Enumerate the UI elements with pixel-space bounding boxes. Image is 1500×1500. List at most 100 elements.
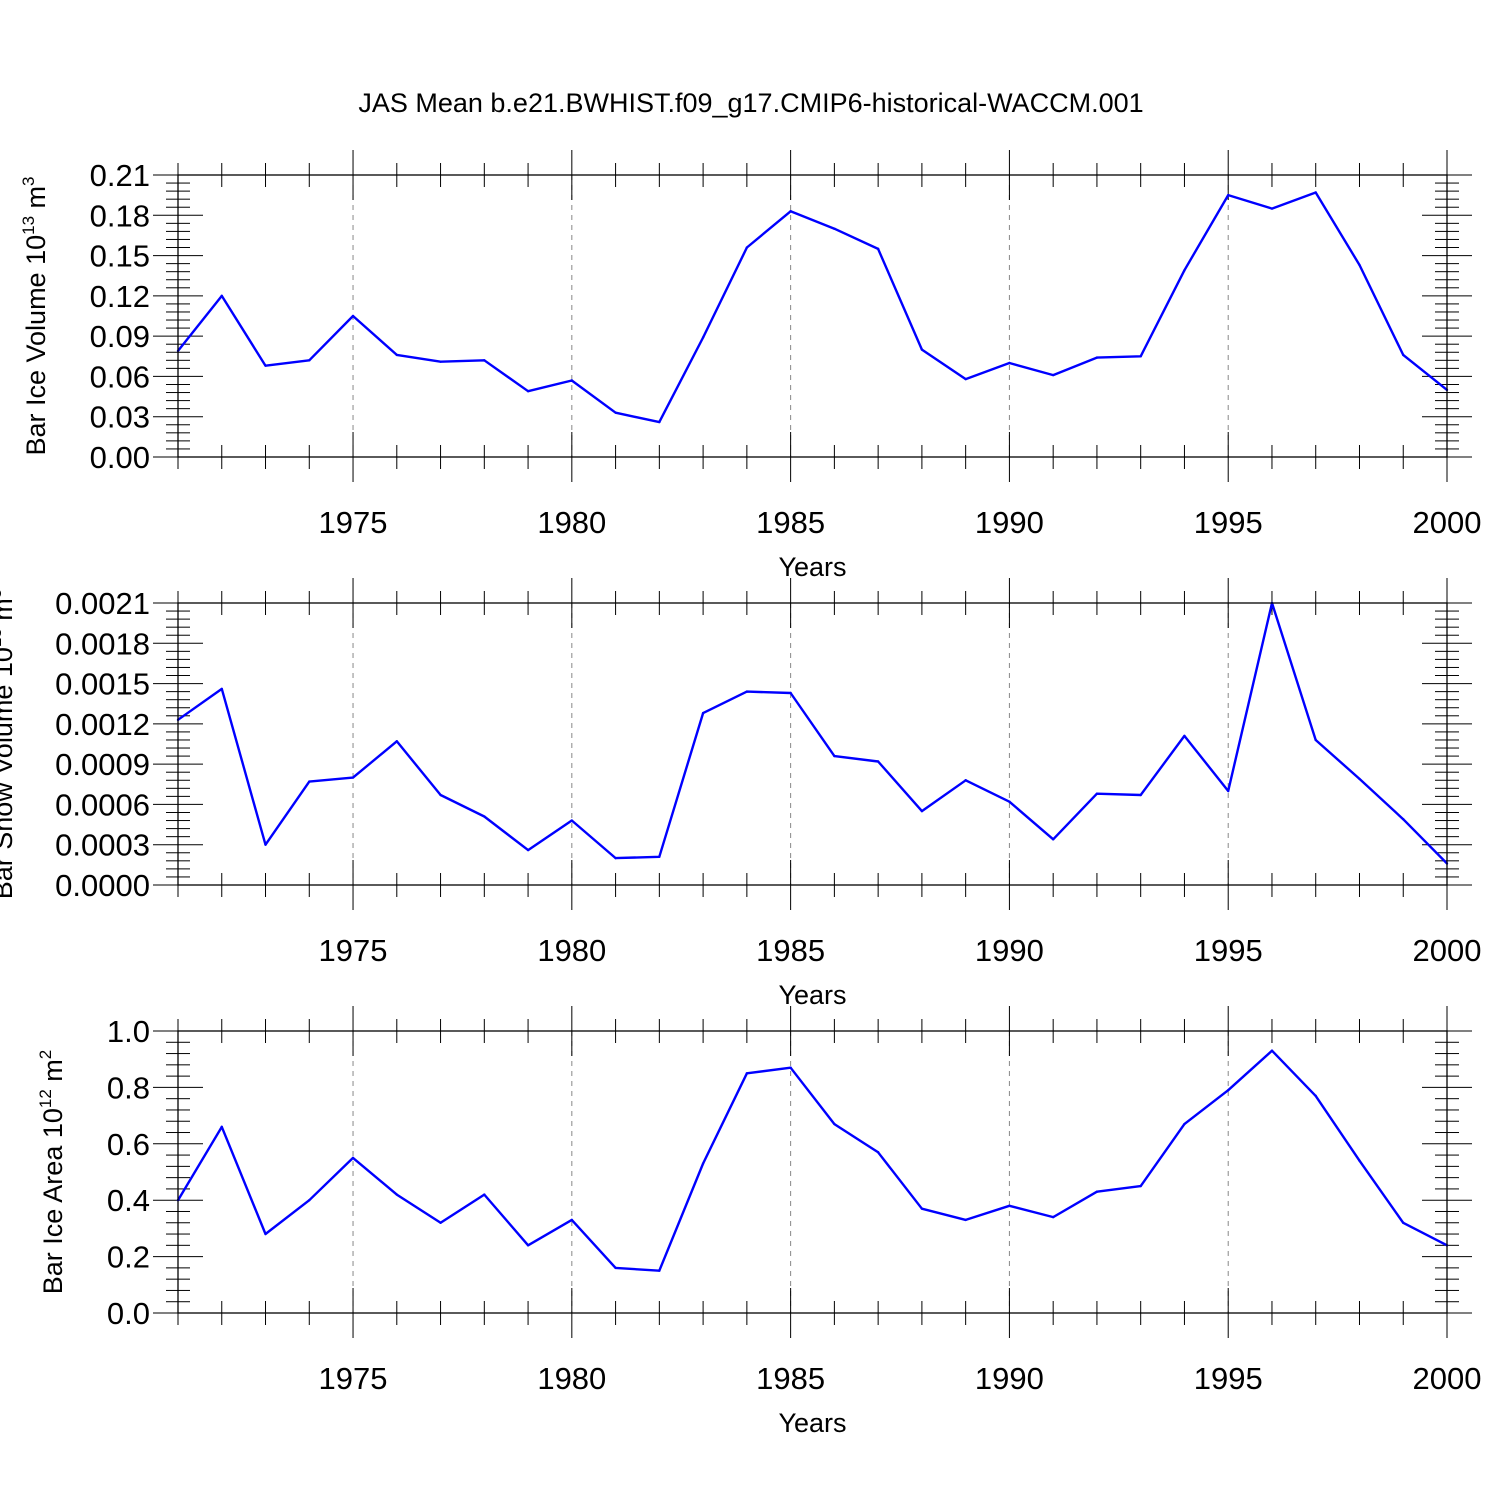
data-point <box>701 1162 705 1165</box>
data-point <box>920 348 924 351</box>
data-point <box>395 740 398 743</box>
data-point <box>1183 1122 1186 1126</box>
plot-frame <box>177 1030 1448 1314</box>
series-line-snow-volume <box>177 601 1448 865</box>
data-point <box>1402 1221 1405 1224</box>
panel-snow-volume: 0.0000 0.0003 0.0006 0.0009 0.0012 0.0015 0.00… <box>0 578 1481 1010</box>
y-tick-label: 0.06 <box>90 359 150 394</box>
x-tick-label: 1995 <box>1194 933 1263 968</box>
y-tick-label: 0.0018 <box>55 626 150 661</box>
data-point <box>920 809 924 813</box>
data-point <box>658 420 661 424</box>
panel-ice-area: 0.0 0.2 0.4 0.6 0.8 1.0 1975 1980 1985 1990 1995 20… <box>36 1006 1481 1438</box>
x-tick-label: 1980 <box>537 505 606 540</box>
data-point <box>1314 738 1317 742</box>
data-point <box>1227 789 1230 793</box>
data-point <box>526 390 530 393</box>
data-point <box>220 294 223 298</box>
data-point <box>789 691 792 695</box>
x-tick-label: 1975 <box>319 1361 388 1396</box>
data-point <box>614 1266 617 1270</box>
data-point <box>351 314 355 318</box>
x-tick-label: 1990 <box>975 505 1044 540</box>
y-tick-label: 0.0 <box>107 1296 150 1331</box>
data-point <box>745 1072 749 1075</box>
y-tick-label: 0.2 <box>107 1240 150 1275</box>
data-point <box>1051 838 1055 841</box>
y-tick-label: 0.4 <box>107 1183 150 1218</box>
data-point <box>614 856 617 860</box>
data-point <box>483 359 486 362</box>
x-axis-title: Years <box>778 980 846 1010</box>
y-tick-label: 0.8 <box>107 1070 150 1105</box>
data-point <box>701 711 705 715</box>
data-point <box>833 1122 836 1126</box>
data-point <box>1402 818 1405 821</box>
data-point <box>1051 1215 1055 1219</box>
data-point <box>1358 1159 1361 1162</box>
data-point <box>1139 793 1142 797</box>
data-point <box>964 779 967 782</box>
data-point <box>876 1151 880 1154</box>
x-tick-label: 1980 <box>537 1361 606 1396</box>
data-point <box>1095 792 1099 795</box>
x-tick-label: 1995 <box>1194 1361 1263 1396</box>
data-point <box>745 690 749 693</box>
data-point <box>308 359 311 362</box>
y-tick-label: 0.0003 <box>55 828 150 863</box>
data-point <box>614 411 617 414</box>
y-tick-label: 0.0006 <box>55 787 150 822</box>
x-tick-label: 1985 <box>756 1361 825 1396</box>
data-point <box>526 1244 530 1247</box>
data-point <box>1095 356 1099 359</box>
data-point <box>1270 1049 1274 1052</box>
x-tick-label: 2000 <box>1413 505 1482 540</box>
y-axis-title: Bar Snow Volume 1013 m3 <box>0 589 18 900</box>
plot-frame <box>177 602 1448 886</box>
data-point <box>1139 355 1142 358</box>
data-point <box>220 687 223 691</box>
y-tick-label: 1.0 <box>107 1014 150 1049</box>
x-tick-label: 2000 <box>1413 933 1482 968</box>
data-point <box>483 815 486 818</box>
y-tick-label: 0.0015 <box>55 667 150 702</box>
data-point <box>220 1125 223 1129</box>
y-tick-label: 0.15 <box>90 239 150 274</box>
data-point <box>439 1221 442 1224</box>
data-point <box>264 364 267 367</box>
y-tick-label: 0.09 <box>90 319 150 354</box>
data-point <box>1270 207 1274 210</box>
data-point <box>658 1269 661 1272</box>
y-tick-label: 0.12 <box>90 279 150 314</box>
data-point <box>1183 269 1186 272</box>
data-point <box>658 855 661 858</box>
data-point <box>351 776 355 779</box>
data-point <box>1139 1184 1142 1188</box>
data-point <box>570 1218 574 1222</box>
data-point <box>964 1218 967 1222</box>
y-tick-label: 0.03 <box>90 400 150 435</box>
data-point <box>745 246 749 249</box>
x-tick-label: 1980 <box>537 933 606 968</box>
data-point <box>833 227 836 230</box>
x-tick-label: 1975 <box>319 505 388 540</box>
y-tick-label: 0.18 <box>90 198 150 233</box>
data-point <box>264 1232 267 1236</box>
data-point <box>1358 777 1361 781</box>
data-point <box>395 353 398 357</box>
data-point <box>964 377 967 381</box>
data-point <box>920 1207 924 1210</box>
y-tick-label: 0.0009 <box>55 747 150 782</box>
data-point <box>1402 353 1405 357</box>
y-axis-title: Bar Ice Area 1012 m2 <box>36 1050 68 1295</box>
x-tick-label: 1975 <box>319 933 388 968</box>
data-point <box>439 360 442 363</box>
data-point <box>308 780 311 783</box>
y-tick-label: 0.0012 <box>55 707 150 742</box>
x-tick-label: 1985 <box>756 933 825 968</box>
plot-frame <box>177 174 1448 458</box>
series-line-ice-volume <box>177 191 1448 424</box>
data-point <box>1051 373 1055 377</box>
x-axis-title: Years <box>778 1408 846 1438</box>
